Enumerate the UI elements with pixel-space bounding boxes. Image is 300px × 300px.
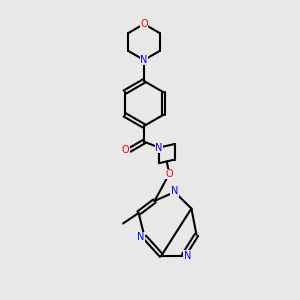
Text: N: N [155,142,163,153]
Text: N: N [137,232,144,242]
Text: N: N [184,250,191,261]
Text: O: O [140,19,148,29]
Text: N: N [171,186,178,197]
Text: O: O [122,145,130,155]
Text: N: N [140,55,148,65]
Text: O: O [165,169,173,179]
